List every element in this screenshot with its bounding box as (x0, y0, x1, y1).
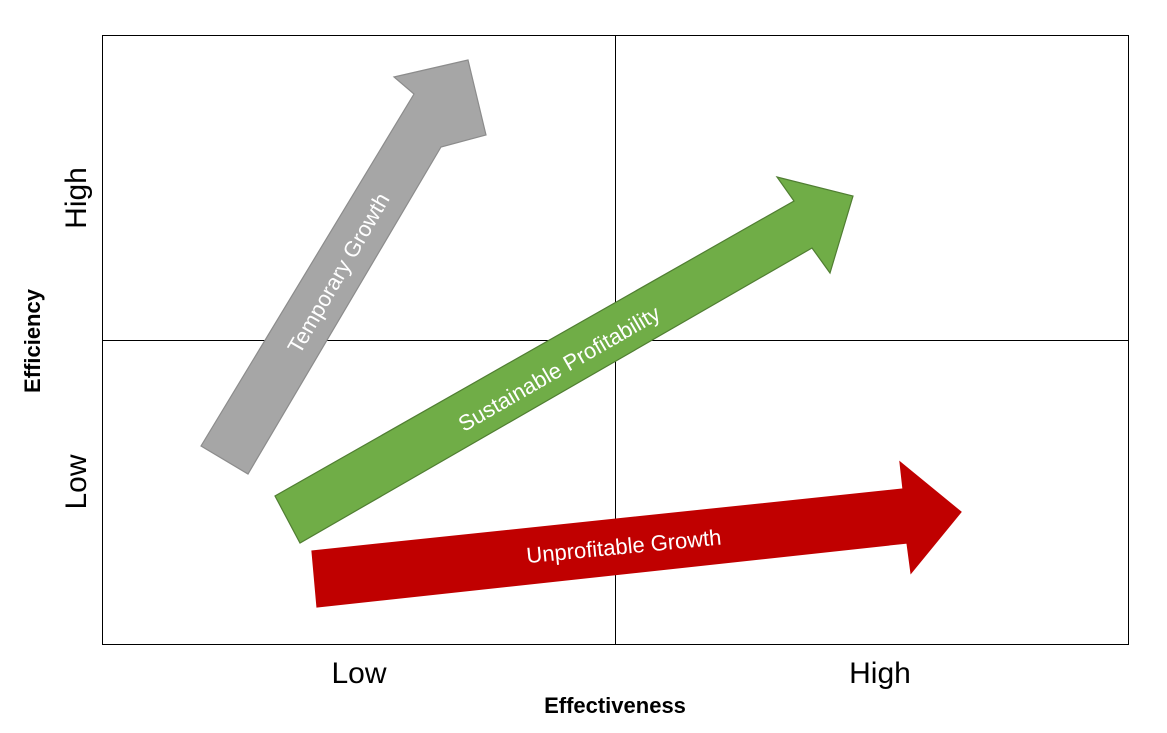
temporary-growth-label: Temporary Growth (282, 189, 394, 358)
temporary-growth-arrow (200, 59, 487, 475)
y-axis-high-label: High (60, 167, 93, 229)
x-axis-title: Effectiveness (544, 693, 686, 718)
x-axis-high-label: High (849, 657, 911, 690)
y-axis-title: Efficiency (20, 288, 45, 393)
unprofitable-growth-arrow (311, 460, 962, 608)
sustainable-profitability-arrow (274, 176, 854, 544)
sustainable-profitability-label: Sustainable Profitability (454, 301, 665, 437)
y-axis-low-label: Low (60, 454, 93, 509)
x-axis-low-label: Low (331, 657, 386, 690)
